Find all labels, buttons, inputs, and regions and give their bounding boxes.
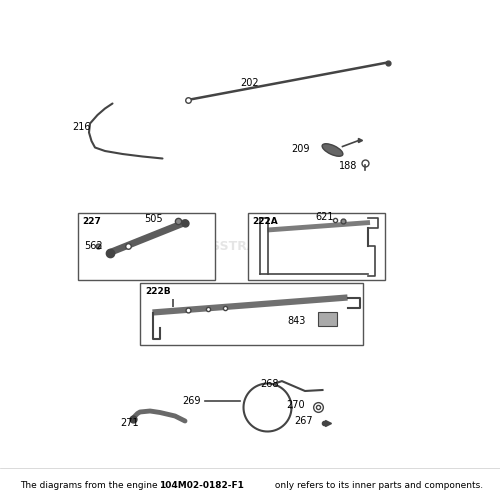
FancyBboxPatch shape — [78, 212, 215, 280]
Text: The diagrams from the engine: The diagrams from the engine — [20, 482, 160, 490]
Text: 562: 562 — [84, 241, 102, 251]
Text: 269: 269 — [182, 396, 201, 406]
Text: 202: 202 — [240, 78, 258, 88]
Text: 268: 268 — [260, 379, 278, 389]
Text: 267: 267 — [294, 416, 312, 426]
Text: 621: 621 — [315, 212, 334, 222]
Text: 104M02-0182-F1: 104M02-0182-F1 — [159, 482, 244, 490]
Text: 505: 505 — [144, 214, 163, 224]
Text: 843: 843 — [288, 316, 306, 326]
Text: 209: 209 — [292, 144, 310, 154]
Text: 271: 271 — [120, 418, 139, 428]
Ellipse shape — [322, 144, 343, 156]
FancyBboxPatch shape — [140, 282, 362, 345]
Text: WWW.BRIGGSSTRATTONSTORE.COM: WWW.BRIGGSSTRATTONSTORE.COM — [122, 240, 378, 252]
Text: 216: 216 — [72, 122, 91, 132]
Bar — [318, 312, 336, 326]
Text: 188: 188 — [339, 161, 357, 171]
Text: 222B: 222B — [145, 286, 171, 296]
Text: 222A: 222A — [252, 216, 278, 226]
Text: only refers to its inner parts and components.: only refers to its inner parts and compo… — [272, 482, 484, 490]
Text: 270: 270 — [286, 400, 305, 410]
FancyBboxPatch shape — [248, 212, 385, 280]
Text: 227: 227 — [82, 216, 102, 226]
